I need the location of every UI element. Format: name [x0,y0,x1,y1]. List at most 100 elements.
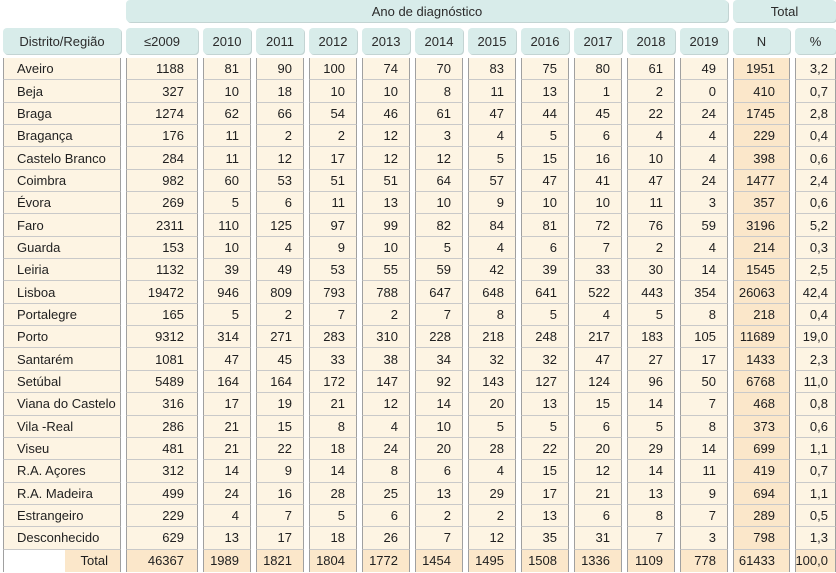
data-cell: 147 [362,370,410,394]
data-cell: 2 [468,504,516,528]
data-cell: 218 [468,326,516,349]
data-cell: 45 [574,102,622,126]
data-cell: 4 [627,125,675,148]
data-cell: 4 [203,504,251,528]
data-cell: 51 [309,169,357,193]
data-cell: 229 [126,504,198,528]
data-cell: 3 [680,192,728,215]
data-cell: 105 [680,326,728,349]
data-cell: 798 [733,527,790,550]
data-cell: 76 [627,214,675,237]
data-cell: 172 [309,370,357,394]
data-cell: 4 [574,303,622,327]
data-cell: 19 [256,393,304,416]
column-header-2019: 2019 [680,28,728,54]
data-cell: 228 [415,326,463,349]
data-cell: 11,0 [795,370,836,394]
data-cell: 22 [256,437,304,461]
data-cell: 6 [415,460,463,483]
data-cell: 699 [733,437,790,461]
data-cell: 92 [415,370,463,394]
data-cell: 0 [680,80,728,103]
data-cell: 0,6 [795,415,836,438]
data-cell: 20 [574,437,622,461]
data-cell: 3196 [733,214,790,237]
data-cell: 11 [627,192,675,215]
data-cell: 10 [627,147,675,170]
data-cell: 314 [203,326,251,349]
data-cell: 14 [203,460,251,483]
row-label: Guarda [3,236,121,260]
data-cell: 10 [362,80,410,103]
data-cell: 2 [415,504,463,528]
data-cell: 1,1 [795,482,836,505]
data-cell: 28 [468,437,516,461]
data-cell: 1545 [733,259,790,282]
data-cell: 24 [203,482,251,505]
data-cell: 10 [362,236,410,260]
data-cell: 648 [468,281,516,304]
data-cell: 312 [126,460,198,483]
data-cell: 629 [126,527,198,550]
data-cell: 2,8 [795,102,836,126]
data-cell: 11 [203,147,251,170]
data-cell: 7 [309,303,357,327]
data-cell: 14 [309,460,357,483]
data-cell: 6 [521,236,569,260]
data-cell: 481 [126,437,198,461]
data-cell: 793 [309,281,357,304]
data-cell: 1,1 [795,437,836,461]
data-cell: 2 [627,80,675,103]
data-cell: 110 [203,214,251,237]
total-row-label-cell: Total [3,549,121,572]
row-label: Beja [3,80,121,103]
data-cell: 164 [203,370,251,394]
data-cell: 229 [733,125,790,148]
data-cell: 38 [362,348,410,371]
row-label: Leiria [3,259,121,282]
row-label: Aveiro [3,58,121,81]
data-cell: 83 [468,58,516,81]
row-label: R.A. Madeira [3,482,121,505]
data-cell: 11 [680,460,728,483]
data-cell: 17 [256,527,304,550]
data-cell: 3 [680,527,728,550]
row-label: Braga [3,102,121,126]
data-cell: 26063 [733,281,790,304]
row-label: Setúbal [3,370,121,394]
data-cell: 29 [627,437,675,461]
data-cell: 271 [256,326,304,349]
data-cell: 47 [468,102,516,126]
data-cell: 946 [203,281,251,304]
data-cell: 1477 [733,169,790,193]
data-cell: 354 [680,281,728,304]
data-cell: 27 [627,348,675,371]
data-cell: 6 [362,504,410,528]
data-cell: 6 [574,125,622,148]
data-cell: 218 [733,303,790,327]
data-cell: 13 [521,80,569,103]
data-cell: 6 [256,192,304,215]
column-header-2014: 2014 [415,28,463,54]
data-cell: 15 [256,415,304,438]
table-body: Aveiro 1188 81 90 100 74 70 83 75 80 61 49 1951 3,2 Be… [3,58,836,572]
data-cell: 10 [203,80,251,103]
row-label: Bragança [3,125,121,148]
data-cell: 13 [203,527,251,550]
data-cell: 5 [521,303,569,327]
data-cell: 2 [627,236,675,260]
row-label: Évora [3,192,121,215]
data-cell: 15 [574,393,622,416]
data-cell: 100 [309,58,357,81]
data-cell: 788 [362,281,410,304]
data-cell: 90 [256,58,304,81]
data-cell: 124 [574,370,622,394]
data-cell: 357 [733,192,790,215]
data-cell: 4 [468,460,516,483]
data-cell: 1772 [362,549,410,572]
data-cell: 59 [680,214,728,237]
data-cell: 4 [680,125,728,148]
data-cell: 9 [468,192,516,215]
data-cell: 49 [256,259,304,282]
